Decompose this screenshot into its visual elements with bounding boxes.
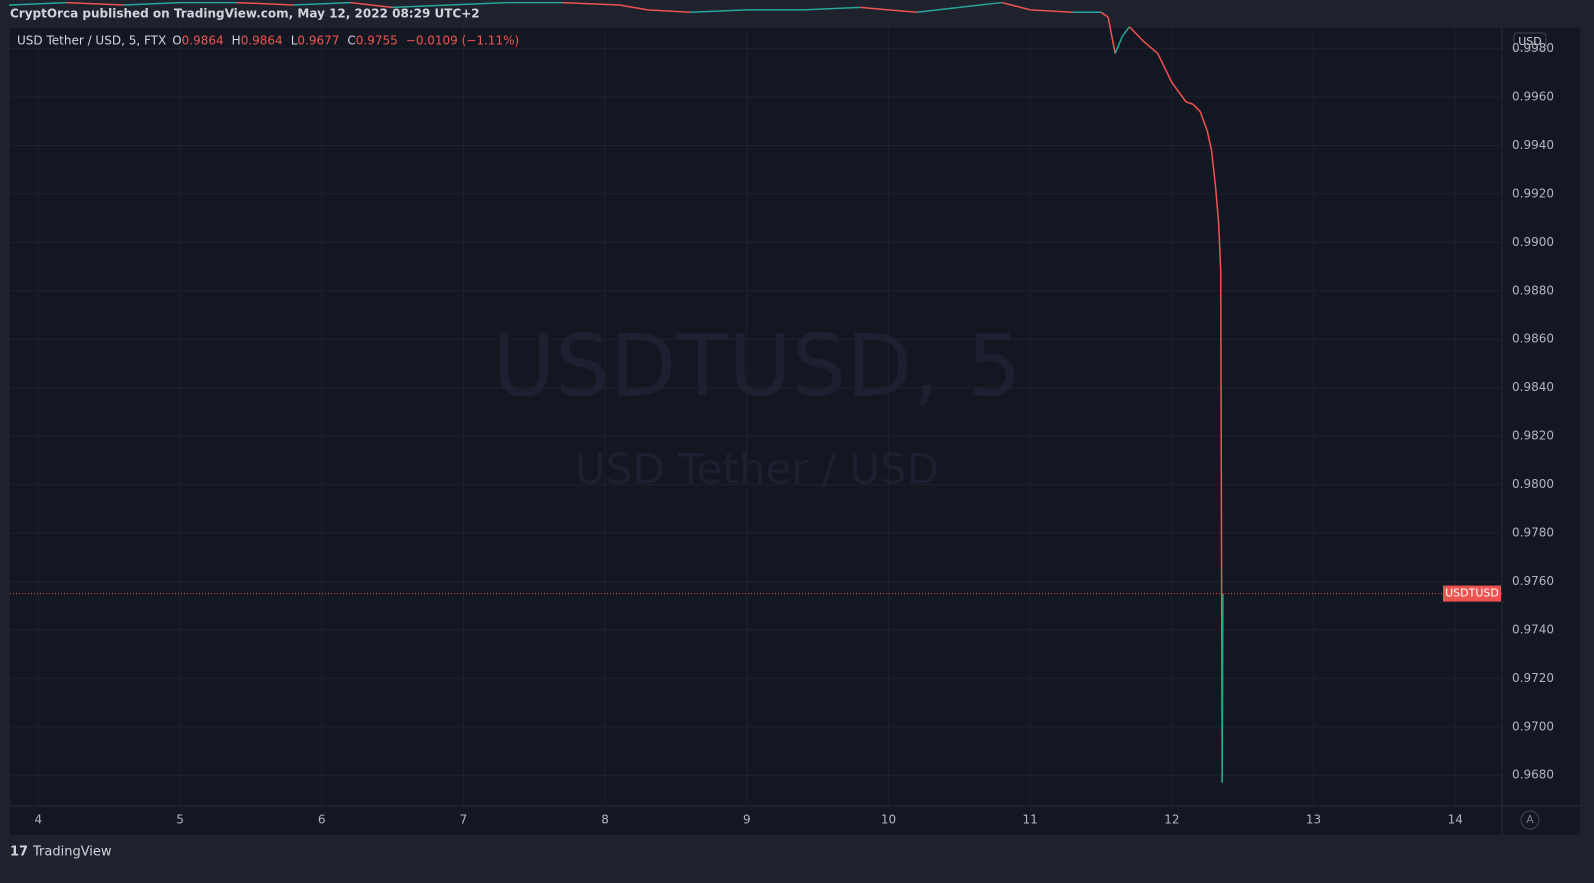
- y-tick-label: 0.9860: [1512, 332, 1554, 346]
- x-tick-label: 4: [35, 813, 43, 827]
- price-segment: [392, 4, 450, 9]
- x-tick-label: 8: [601, 813, 609, 827]
- x-tick-label: 11: [1023, 813, 1038, 827]
- x-tick-label: 5: [176, 813, 184, 827]
- x-tick-label: 6: [318, 813, 326, 827]
- price-segment: [959, 1, 1002, 9]
- price-segment: [1030, 9, 1073, 14]
- ohlc-letter: L: [291, 34, 298, 48]
- price-segment: [449, 1, 506, 6]
- ohlc-value: 0.9755: [356, 34, 398, 48]
- y-tick-label: 0.9700: [1512, 719, 1554, 733]
- price-segment: [916, 6, 960, 14]
- price-segment: [1210, 150, 1217, 190]
- price-segment: [1185, 101, 1194, 106]
- change: −0.0109 (−1.11%): [406, 34, 519, 48]
- price-segment: [1107, 16, 1116, 54]
- price-segment: [1171, 82, 1180, 93]
- auto-button[interactable]: [1520, 810, 1540, 830]
- chart-background: [10, 28, 1580, 835]
- y-tick-label: 0.9740: [1512, 622, 1554, 636]
- x-tick-label: 7: [460, 813, 468, 827]
- watermark: USDTUSD, 5: [492, 316, 1021, 416]
- price-segment: [236, 1, 294, 6]
- symbol: USD Tether / USD, 5, FTX: [17, 34, 166, 48]
- y-tick-label: 0.9820: [1512, 429, 1554, 443]
- price-segment: [9, 1, 67, 6]
- ohlc-value: 0.9864: [241, 34, 283, 48]
- y-tick-label: 0.9840: [1512, 380, 1554, 394]
- price-segment: [1221, 593, 1224, 783]
- plot: [9, 1, 1502, 783]
- brand-logo: 17: [10, 845, 28, 860]
- price-segment: [619, 4, 648, 11]
- price-segment: [1114, 36, 1123, 54]
- price-segment: [66, 1, 124, 6]
- price-segment: [1001, 1, 1031, 11]
- price-segment: [1178, 91, 1187, 103]
- y-tick-label: 0.9780: [1512, 526, 1554, 540]
- price-segment: [647, 9, 691, 14]
- ohlc-letter: O: [172, 34, 181, 48]
- price-segment: [123, 1, 181, 6]
- price-segment: [1157, 53, 1173, 83]
- currency-box: [1513, 32, 1547, 51]
- y-tick-label: 0.9680: [1512, 768, 1554, 782]
- price-segment: [1143, 40, 1159, 55]
- last-price-label: USDTUSD: [1445, 587, 1499, 600]
- price-segment: [860, 6, 917, 14]
- ohlc-value: 0.9677: [297, 34, 339, 48]
- y-tick-label: 0.9880: [1512, 283, 1554, 297]
- price-segment: [1199, 111, 1208, 132]
- last-price-box: [1443, 585, 1501, 602]
- ohlc-letter: C: [347, 34, 355, 48]
- price-segment: [1215, 189, 1220, 224]
- x-tick-label: 10: [881, 813, 896, 827]
- price-segment: [1121, 26, 1130, 37]
- watermark-sub: USD Tether / USD: [575, 445, 939, 494]
- y-tick-label: 0.9760: [1512, 574, 1554, 588]
- price-segment: [1128, 26, 1145, 42]
- price-segment: [803, 6, 861, 11]
- price-segment: [1206, 130, 1213, 151]
- y-tick-label: 0.9800: [1512, 477, 1554, 491]
- price-segment: [1192, 103, 1201, 113]
- y-tick-label: 0.9960: [1512, 90, 1554, 104]
- price-segment: [293, 1, 351, 6]
- y-tick-label: 0.9900: [1512, 235, 1554, 249]
- brand: TradingView: [32, 845, 112, 860]
- grid: [10, 28, 1502, 806]
- price-segment: [1217, 222, 1222, 272]
- publisher: CryptOrca published on TradingView.com, …: [10, 7, 480, 21]
- price-segment: [1100, 11, 1109, 18]
- price-segment: [349, 1, 393, 9]
- x-tick-label: 13: [1306, 813, 1321, 827]
- y-tick-label: 0.9940: [1512, 138, 1554, 152]
- x-tick-label: 9: [743, 813, 751, 827]
- y-tick-label: 0.9920: [1512, 186, 1554, 200]
- ohlc-value: 0.9864: [182, 34, 224, 48]
- price-segment: [690, 9, 747, 14]
- auto-label[interactable]: A: [1526, 813, 1534, 826]
- legend: USD Tether / USD, 5, FTX O 0.9864 H 0.9864 L…: [17, 34, 519, 48]
- price-segment: [562, 1, 620, 6]
- y-tick-label: 0.9720: [1512, 671, 1554, 685]
- currency: USD: [1518, 35, 1542, 48]
- x-tick-label: 12: [1164, 813, 1179, 827]
- x-tick-label: 14: [1448, 813, 1463, 827]
- ohlc-letter: H: [232, 34, 241, 48]
- y-tick-label: 0.9980: [1512, 41, 1554, 55]
